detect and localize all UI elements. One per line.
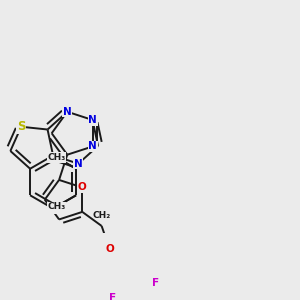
Text: F: F — [152, 278, 159, 288]
Text: N: N — [74, 159, 83, 169]
Text: N: N — [49, 204, 58, 214]
Text: N: N — [88, 142, 97, 152]
Text: N: N — [63, 107, 72, 117]
Text: N: N — [88, 115, 97, 125]
Text: S: S — [17, 120, 26, 133]
Text: O: O — [78, 182, 87, 193]
Text: F: F — [110, 292, 116, 300]
Text: CH₂: CH₂ — [92, 211, 111, 220]
Text: CH₃: CH₃ — [47, 153, 66, 162]
Text: O: O — [105, 244, 114, 254]
Text: CH₃: CH₃ — [47, 202, 66, 211]
